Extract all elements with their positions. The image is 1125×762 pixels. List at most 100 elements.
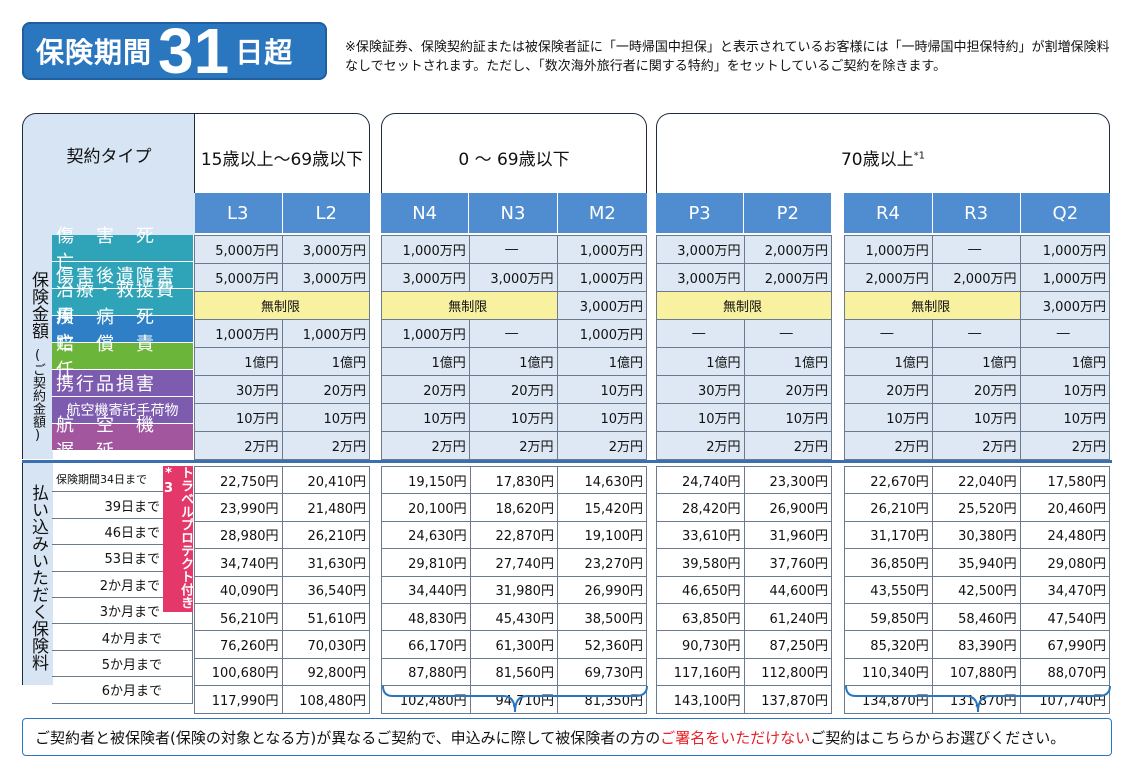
table-row: 1,000万円 ― 1,000万円 (381, 235, 648, 264)
badge-prefix: 保険期間 (36, 36, 153, 69)
plan-code: N3 (469, 193, 558, 233)
badge-number: 31 (158, 15, 230, 87)
plan-code: M2 (588, 202, 616, 224)
plan-code: N4 (381, 193, 470, 233)
table-cell: 1億円 (931, 347, 1021, 376)
table-row: 2,000万円 2,000万円 1,000万円 (844, 263, 1111, 292)
plan-codes-group-2: N4 N3 M2 (381, 193, 647, 233)
table-cell: 108,480円 (281, 685, 370, 714)
table-cell: 20万円 (468, 375, 558, 404)
table-row: 43,550円 42,500円 34,470円 (844, 575, 1111, 604)
table-cell: 45,430円 (469, 602, 558, 632)
table-row: 1,000万円 ― 1,000万円 (381, 319, 648, 348)
premium-labels: 保険期間34日まで 39日まで 46日まで 53日まで 2か月まで 3か月まで 4か月まで 5… (52, 466, 193, 704)
contract-type-header: 契約タイプ (22, 113, 196, 194)
table-cell: 1億円 (556, 347, 648, 376)
table-cell: 22,750円 (194, 465, 283, 495)
table-cell: ― (931, 319, 1021, 348)
table-cell: 10万円 (1019, 403, 1111, 432)
table-row: 10万円 10万円 10万円 (381, 403, 648, 432)
coverage-label: 傷 害 死 亡 (52, 226, 193, 273)
table-cell: 47,540円 (1019, 602, 1111, 632)
table-cell: 2万円 (656, 431, 745, 460)
plan-code: P3 (656, 193, 745, 233)
table-cell: 31,630円 (281, 548, 370, 577)
table-cell: 1,000万円 (381, 319, 470, 348)
table-cell: ― (743, 319, 832, 348)
table-cell: 10万円 (194, 403, 283, 432)
bottom-note-pre: ご契約者と被保険者(保険の対象となる方)が異なるご契約で、申込みに際して被保険者… (35, 728, 661, 747)
plan-code: Q2 (1052, 202, 1079, 224)
table-cell: 134,870円 (844, 685, 933, 714)
table-cell: 112,800円 (743, 657, 832, 687)
table-cell: 39,580円 (656, 548, 745, 577)
table-cell: 2万円 (1019, 431, 1111, 460)
table-row: 1億円 1億円 1億円 (381, 347, 648, 376)
table-cell: 38,500円 (556, 602, 648, 632)
table-cell: 31,960円 (743, 520, 832, 550)
brace-group-2 (382, 686, 648, 713)
coverage-side-label: 保険金額 (28, 271, 48, 339)
table-cell: 20万円 (281, 375, 370, 404)
table-cell: 10万円 (468, 403, 558, 432)
plan-codes-group-3: P3 P2 R4 R3 Q2 (656, 193, 1110, 233)
table-row: 23,990円 21,480円 (194, 493, 370, 522)
table-cell: 29,080円 (1019, 548, 1111, 577)
table-cell: 87,880円 (381, 657, 471, 687)
table-cell: 19,150円 (381, 465, 471, 495)
table-cell: 2万円 (844, 431, 933, 460)
table-cell: 83,390円 (931, 630, 1021, 659)
table-cell: 無制限 (381, 291, 558, 320)
table-cell: 44,600円 (743, 575, 832, 604)
table-row: 22,750円 20,410円 (194, 465, 370, 495)
table-cell: 1,000万円 (194, 319, 283, 348)
table-cell: 58,460円 (931, 602, 1021, 632)
table-row: 5,000万円 3,000万円 (194, 235, 370, 264)
table-cell: 66,170円 (381, 630, 471, 659)
table-row: 26,210円 25,520円 20,460円 (844, 493, 1111, 522)
plan-code: P2 (744, 193, 833, 233)
table-cell: 35,940円 (931, 548, 1021, 577)
table-cell: 30,380円 (931, 520, 1021, 550)
table-cell: 22,870円 (469, 520, 558, 550)
table-cell: 20万円 (381, 375, 470, 404)
table-row: 59,850円 58,460円 47,540円 (844, 602, 1111, 632)
premium-side-label: 払い込みいただく保険料 (28, 483, 48, 671)
table-cell: 107,740円 (1019, 685, 1111, 714)
table-row: 2万円 2万円 (194, 431, 370, 460)
table-cell: 1億円 (1019, 347, 1111, 376)
table-cell: 3,000万円 (281, 235, 370, 264)
coverage-table-group-3b: 1,000万円 ― 1,000万円 2,000万円 2,000万円 1,000万円 無制限 3… (844, 235, 1111, 460)
table-cell: 無制限 (194, 291, 370, 320)
age-group-label-2: 0 ～ 69歳以下 (458, 150, 570, 170)
table-row: 1億円 1億円 (656, 347, 832, 376)
table-cell: 2,000万円 (931, 263, 1021, 292)
table-cell: 10万円 (1019, 375, 1111, 404)
table-cell: 15,420円 (556, 493, 648, 522)
table-row: 29,810円 27,740円 23,270円 (381, 548, 648, 577)
table-row: 3,000万円 2,000万円 (656, 263, 832, 292)
table-cell: 92,800円 (281, 657, 370, 687)
coverage-table-group-1: 5,000万円 3,000万円 5,000万円 3,000万円 無制限 1,000万円 1,… (194, 235, 370, 460)
age-group-label-3-footnote: *1 (913, 150, 925, 162)
table-cell: 1,000万円 (381, 235, 470, 264)
table-cell: 1,000万円 (1019, 235, 1111, 264)
table-cell: 2万円 (931, 431, 1021, 460)
table-cell: 20万円 (931, 375, 1021, 404)
table-cell: 1億円 (656, 347, 745, 376)
table-cell: 10万円 (556, 375, 648, 404)
table-row: 19,150円 17,830円 14,630円 (381, 465, 648, 495)
table-row: 1億円 1億円 1億円 (844, 347, 1111, 376)
table-cell: 3,000万円 (656, 235, 745, 264)
table-cell: 107,880円 (931, 657, 1021, 687)
table-row: 66,170円 61,300円 52,360円 (381, 630, 648, 659)
table-cell: 3,000万円 (556, 291, 648, 320)
table-cell: ― (844, 319, 933, 348)
table-cell: 18,620円 (469, 493, 558, 522)
plan-code: L2 (315, 202, 337, 224)
age-group-card-3 (656, 113, 1110, 194)
coverage-label: 傷害後遺障害 (52, 262, 193, 289)
table-row: 85,320円 83,390円 67,990円 (844, 630, 1111, 659)
table-cell: 88,070円 (1019, 657, 1111, 687)
table-cell: 23,990円 (194, 493, 283, 522)
